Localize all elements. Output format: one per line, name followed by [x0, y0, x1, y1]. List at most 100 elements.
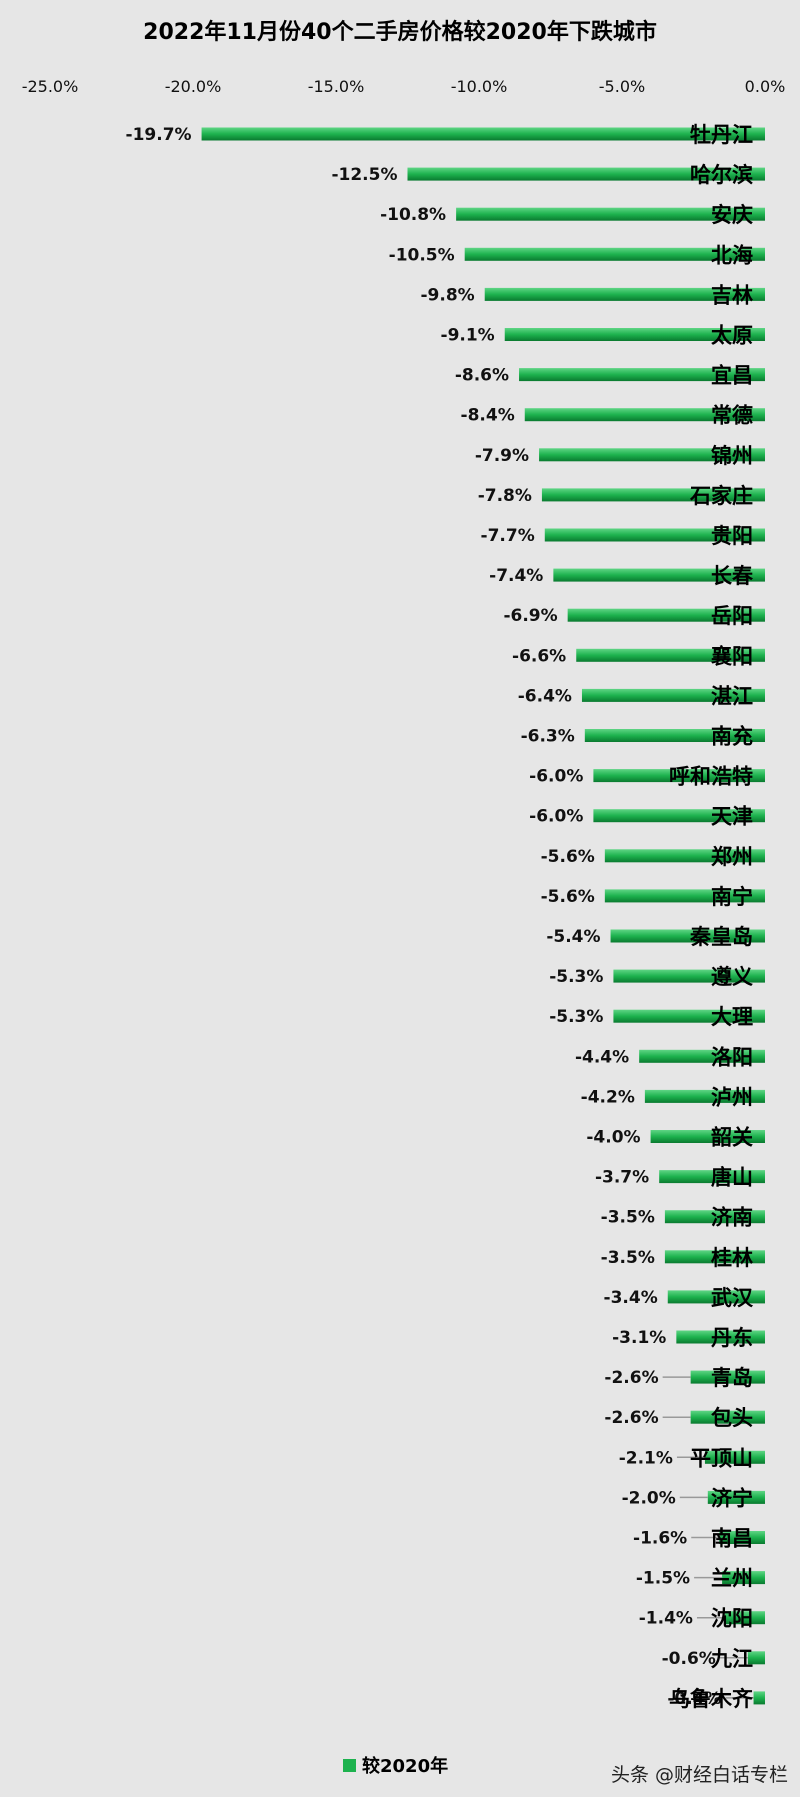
category-label: 乌鲁木齐: [669, 1687, 754, 1711]
bar: [664, 1250, 765, 1264]
category-label: 常德: [711, 404, 753, 428]
category-label: 哈尔滨: [690, 163, 753, 187]
category-label: 大理: [711, 1005, 753, 1029]
category-label: 郑州: [711, 845, 753, 869]
category-label: 洛阳: [711, 1045, 753, 1069]
data-label: -8.6%: [455, 366, 509, 386]
category-label: 石家庄: [689, 484, 753, 508]
bar: [484, 287, 765, 301]
data-label: -2.1%: [619, 1448, 673, 1468]
bars: [201, 127, 765, 1705]
data-label: -6.0%: [529, 807, 583, 827]
bar: [650, 1130, 765, 1143]
category-label: 遵义: [711, 965, 753, 989]
category-label: 平顶山: [690, 1446, 753, 1470]
category-label: 兰州: [711, 1567, 753, 1591]
bar: [504, 328, 765, 341]
bar: [539, 448, 765, 462]
legend-label: 较2020年: [362, 1756, 449, 1777]
category-label: 济南: [711, 1206, 753, 1230]
data-label: -2.0%: [622, 1488, 676, 1508]
bar: [690, 1410, 765, 1424]
bar: [639, 1049, 765, 1063]
data-label: -7.8%: [478, 486, 532, 506]
bar: [576, 648, 765, 662]
category-label: 九江: [710, 1647, 753, 1671]
data-label: -5.3%: [549, 1007, 603, 1027]
bar: [407, 167, 765, 181]
bar: [610, 929, 765, 943]
data-label: -6.4%: [518, 686, 572, 706]
bar: [664, 1210, 765, 1224]
legend: 较2020年: [343, 1752, 448, 1778]
category-label: 锦州: [711, 444, 753, 468]
data-label: -1.4%: [639, 1609, 693, 1629]
data-label: -6.3%: [521, 727, 575, 747]
bar: [544, 528, 765, 542]
data-label: -10.5%: [389, 245, 455, 265]
category-label: 湛江: [711, 684, 753, 708]
bar: [719, 1531, 765, 1544]
category-label: 包头: [711, 1406, 753, 1430]
bar: [604, 849, 765, 863]
bar: [644, 1089, 765, 1103]
bar: [667, 1290, 765, 1304]
data-label: -7.9%: [475, 446, 529, 466]
data-label: -6.9%: [503, 606, 557, 626]
bar: [690, 1370, 765, 1384]
data-label: -7.4%: [489, 566, 543, 586]
category-label: 襄阳: [710, 644, 753, 668]
data-label: -5.3%: [549, 967, 603, 987]
data-label: -9.1%: [441, 326, 495, 346]
data-label: -2.6%: [604, 1408, 658, 1428]
bar: [567, 608, 765, 622]
bar: [724, 1611, 765, 1625]
legend-swatch: [343, 1758, 356, 1772]
data-label: -3.4%: [604, 1288, 658, 1308]
category-label: 沈阳: [711, 1607, 753, 1631]
data-label: -5.6%: [541, 887, 595, 907]
category-label: 丹东: [711, 1326, 753, 1350]
data-labels: -19.7% -12.5% -10.8% -10.5% -9.8% -9.1% -8.6% -…: [126, 125, 722, 1709]
category-label: 安庆: [711, 203, 753, 227]
bar: [593, 769, 765, 783]
bar: [613, 1009, 765, 1023]
category-label: 北海: [711, 243, 753, 267]
category-label: 济宁: [711, 1486, 753, 1510]
category-label: 贵阳: [711, 524, 753, 548]
data-label: -3.5%: [601, 1208, 655, 1228]
bar: [519, 368, 765, 382]
data-label: -3.7%: [595, 1168, 649, 1188]
category-label: 韶关: [711, 1126, 753, 1150]
data-label: -10.8%: [380, 205, 446, 225]
bar: [707, 1490, 765, 1504]
x-tick-label: 0.0%: [745, 77, 786, 96]
bar: [613, 969, 765, 983]
category-label: 呼和浩特: [669, 765, 753, 789]
data-label: -7.7%: [481, 526, 535, 546]
data-label: -0.4%: [667, 1689, 721, 1709]
data-label: -9.8%: [421, 285, 475, 305]
data-label: -6.0%: [529, 767, 583, 787]
data-label: -1.6%: [633, 1529, 687, 1549]
category-label: 牡丹江: [690, 123, 753, 147]
x-tick-label: -20.0%: [165, 77, 222, 96]
category-label: 青岛: [711, 1366, 753, 1390]
bar: [747, 1651, 765, 1665]
data-label: -3.5%: [601, 1248, 655, 1268]
category-label: 南昌: [711, 1527, 753, 1551]
data-label: -3.1%: [612, 1328, 666, 1348]
category-label: 长春: [711, 564, 754, 588]
x-axis-ticks: -25.0% -20.0% -15.0% -10.0% -5.0% 0.0%: [22, 77, 786, 96]
bar: [464, 247, 765, 261]
data-label: -4.0%: [586, 1128, 640, 1148]
bar: [584, 729, 765, 742]
category-label: 宜昌: [711, 364, 753, 388]
bar: [201, 127, 765, 141]
category-label: 唐山: [711, 1166, 753, 1190]
bar: [541, 488, 765, 502]
data-label: -5.4%: [546, 927, 600, 947]
data-label: -5.6%: [541, 847, 595, 867]
bar: [704, 1450, 765, 1464]
